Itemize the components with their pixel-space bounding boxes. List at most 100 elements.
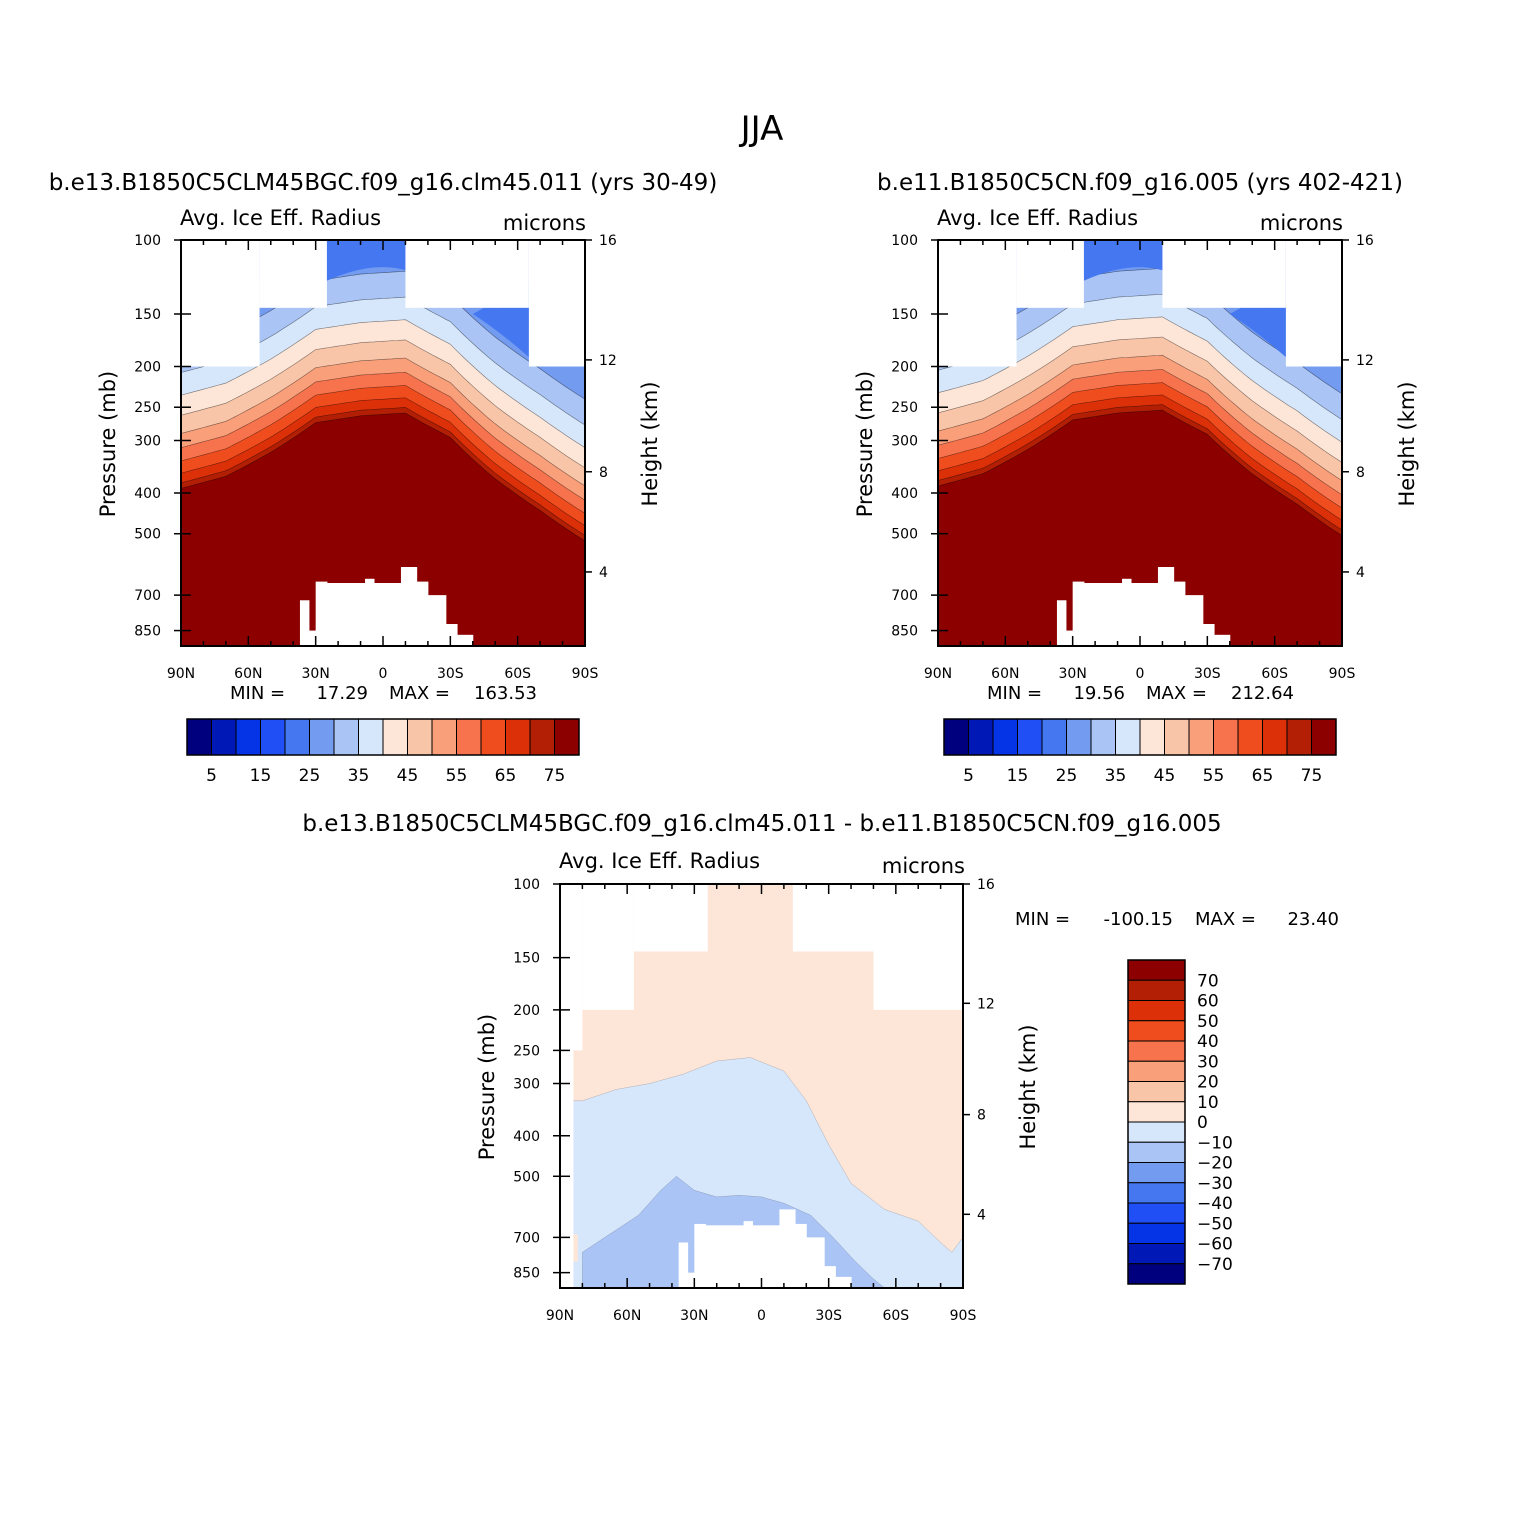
colorbar-box: [333, 718, 359, 756]
panel-units-label: microns: [882, 854, 965, 878]
colorbar-box: [1066, 718, 1092, 756]
x-tick-label: 90S: [572, 666, 599, 682]
missing-mask: [1056, 600, 1067, 646]
y-tick-label: 300: [134, 433, 161, 449]
y-tick-label: 100: [134, 233, 161, 249]
colorbar-box: [1286, 718, 1312, 756]
y-tick-label: 200: [513, 1003, 540, 1019]
colorbar-label: 40: [1197, 1032, 1219, 1052]
missing-mask: [779, 1209, 796, 1288]
colorbar-box: [1017, 718, 1043, 756]
colorbar-box: [407, 718, 433, 756]
colorbar-box: [554, 718, 580, 756]
y-tick-label: 250: [513, 1043, 540, 1059]
x-tick-label: 30S: [437, 666, 464, 682]
colorbar-label: −70: [1197, 1255, 1233, 1275]
colorbar-frame: [186, 718, 580, 756]
colorbar-box: [1127, 1243, 1186, 1265]
x-tick-label: 90N: [546, 1308, 574, 1324]
x-tick-label: 90S: [950, 1308, 977, 1324]
y-right-tick-label: 12: [1356, 353, 1374, 369]
missing-mask: [326, 583, 366, 646]
y-tick-label: 100: [513, 877, 540, 893]
contour-layer: [938, 240, 1342, 646]
y-axis-label: Pressure (mb): [475, 1014, 499, 1161]
plot-area: 90N 60N 30N 0 30S 60S 90S 100 150 200 250 300 400 500…: [513, 877, 995, 1324]
missing-mask: [582, 884, 634, 1010]
panel-case2: b.e11.B1850C5CN.f09_g16.005 (yrs 402-421…: [853, 170, 1419, 786]
y-tick-label: 250: [134, 400, 161, 416]
panel-case-title: b.e13.B1850C5CLM45BGC.f09_g16.clm45.011 …: [49, 170, 718, 196]
min-value: 19.56: [1073, 683, 1125, 704]
colorbar-box: [1237, 718, 1263, 756]
min-value: -100.15: [1104, 909, 1173, 930]
y-right-tick-label: 4: [977, 1207, 986, 1223]
panel-variable-title: Avg. Ice Eff. Radius: [937, 206, 1138, 230]
y-tick-label: 700: [513, 1230, 540, 1246]
min-label: MIN =: [1015, 909, 1070, 930]
contour-band: [326, 240, 406, 281]
colorbar-box: [1127, 959, 1186, 981]
missing-mask: [835, 1276, 852, 1288]
colorbar-box: [1139, 718, 1165, 756]
colorbar-box: [1127, 1182, 1186, 1204]
missing-mask: [315, 581, 328, 646]
missing-mask: [1065, 630, 1074, 646]
missing-mask: [743, 1221, 754, 1288]
missing-mask: [1083, 583, 1123, 646]
colorbar-box: [529, 718, 555, 756]
x-tick-label: 90S: [1329, 666, 1356, 682]
y-right-tick-label: 4: [1356, 565, 1365, 581]
colorbar-label: 5: [206, 766, 217, 786]
min-label: MIN =: [230, 683, 285, 704]
colorbar-label: −30: [1197, 1174, 1233, 1194]
colorbar-box: [1127, 1162, 1186, 1184]
y-tick-label: 500: [134, 527, 161, 543]
colorbar-box: [260, 718, 286, 756]
colorbar-box: [284, 718, 310, 756]
colorbar-box: [1127, 1000, 1186, 1022]
colorbar-box: [1311, 718, 1337, 756]
colorbar-box: [1041, 718, 1067, 756]
colorbar: 5 15 25 35 45 55 65 75: [943, 718, 1337, 786]
colorbar-box: [1127, 1081, 1186, 1103]
colorbar-label: −20: [1197, 1154, 1233, 1174]
missing-mask: [938, 240, 1017, 367]
missing-mask: [416, 581, 429, 646]
colorbar-box: [309, 718, 335, 756]
missing-mask: [824, 1266, 836, 1288]
missing-mask: [1173, 581, 1186, 646]
y-tick-label: 500: [891, 527, 918, 543]
y-right-tick-label: 8: [1356, 465, 1365, 481]
missing-mask: [1131, 583, 1159, 646]
colorbar-box: [992, 718, 1018, 756]
y-tick-label: 850: [134, 624, 161, 640]
max-label: MAX =: [1146, 683, 1207, 704]
colorbar-box: [943, 718, 969, 756]
colorbar-label: 75: [1301, 766, 1323, 786]
x-tick-label: 30S: [1194, 666, 1221, 682]
colorbar-label: −60: [1197, 1235, 1233, 1255]
y-tick-label: 700: [134, 588, 161, 604]
x-tick-label: 90N: [167, 666, 195, 682]
y-tick-label: 400: [134, 486, 161, 502]
panel-case1: b.e13.B1850C5CLM45BGC.f09_g16.clm45.011 …: [49, 170, 718, 786]
colorbar-label: 70: [1197, 971, 1219, 991]
max-value: 163.53: [474, 683, 537, 704]
x-tick-label: 60N: [613, 1308, 641, 1324]
missing-mask: [560, 884, 574, 1288]
y-tick-label: 100: [891, 233, 918, 249]
y-axis-label: Pressure (mb): [96, 371, 120, 518]
missing-mask: [752, 1225, 780, 1288]
colorbar-box: [480, 718, 506, 756]
colorbar-label: 10: [1197, 1093, 1219, 1113]
missing-mask: [873, 884, 963, 1010]
y-tick-label: 200: [891, 360, 918, 376]
y-tick-label: 300: [513, 1077, 540, 1093]
colorbar-label: 15: [1007, 766, 1029, 786]
y-tick-label: 300: [891, 433, 918, 449]
missing-mask: [1157, 567, 1175, 646]
y-tick-label: 850: [891, 624, 918, 640]
colorbar-box: [186, 718, 212, 756]
